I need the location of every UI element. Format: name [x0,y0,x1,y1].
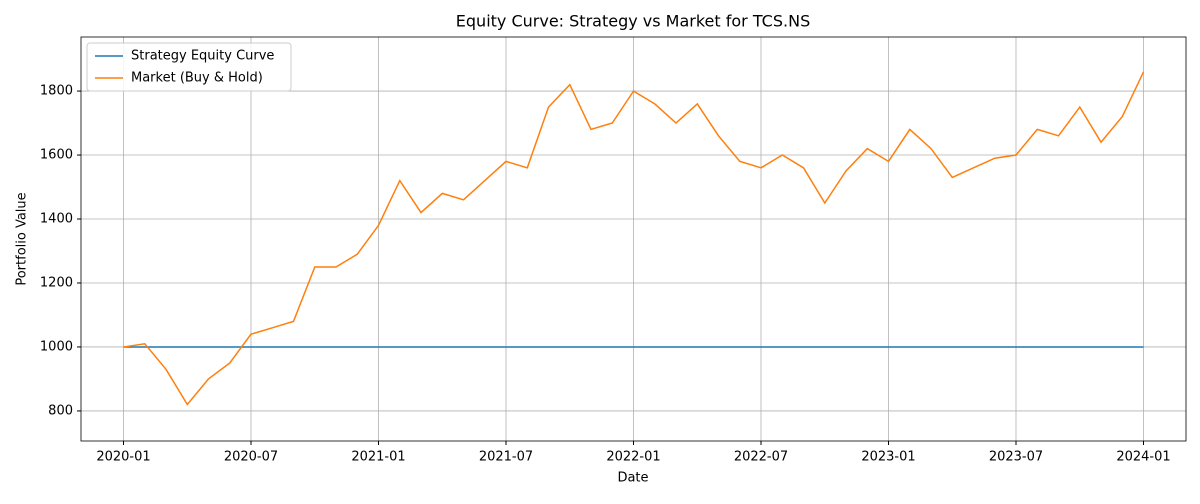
y-tick-label: 1200 [40,275,73,290]
legend-label: Strategy Equity Curve [131,49,274,64]
legend-box [86,42,292,92]
y-tick-label: 800 [48,403,73,418]
legend-label: Market (Buy & Hold) [131,71,263,86]
y-tick-label: 1600 [40,148,73,163]
x-tick-label: 2023-07 [989,450,1043,465]
x-tick-label: 2022-01 [606,450,660,465]
x-tick-label: 2020-07 [224,450,278,465]
x-axis-label: Date [617,471,648,486]
x-tick-label: 2024-01 [1116,450,1170,465]
y-axis-label: Portfolio Value [15,192,30,285]
y-tick-label: 1800 [40,84,73,99]
x-tick-label: 2021-07 [479,450,533,465]
x-tick-label: 2020-01 [96,450,150,465]
series-line [123,71,1145,406]
x-tick-label: 2023-01 [861,450,915,465]
chart-title: Equity Curve: Strategy vs Market for TCS… [456,12,810,31]
plot-frame [80,36,1187,442]
y-tick-label: 1000 [40,339,73,354]
y-tick-label: 1400 [40,212,73,227]
x-tick-label: 2021-01 [351,450,405,465]
x-tick-label: 2022-07 [734,450,788,465]
